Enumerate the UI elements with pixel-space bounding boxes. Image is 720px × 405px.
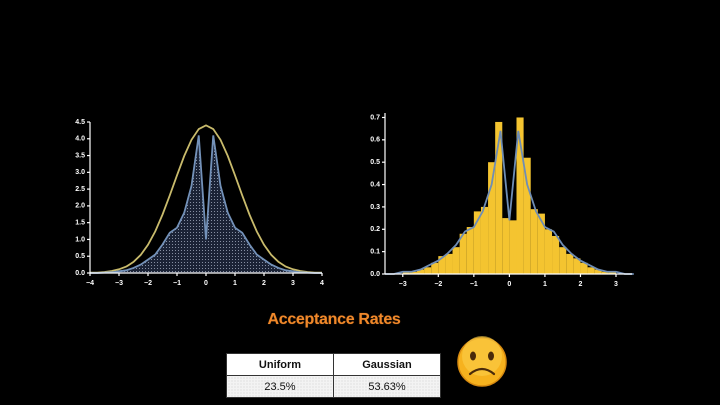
hist-bar [466,227,474,274]
x-tick-label: 0 [204,280,208,287]
hist-bar [544,229,553,274]
hist-bar [438,256,446,274]
y-tick-label: 0.3 [370,204,380,211]
y-tick-label: 2.0 [75,203,85,210]
x-tick-label: 1 [543,281,547,288]
hist-bar [488,162,496,274]
hist-bar [424,267,432,274]
hist-bar [594,269,602,274]
hist-bar [580,262,588,274]
y-tick-label: 3.5 [75,152,85,159]
table-title: Acceptance Rates [267,311,401,328]
y-tick-label: 0.0 [75,270,85,277]
data-row: 23.5% 53.63% [226,375,441,398]
hist-bar [502,218,510,274]
x-tick-label: 2 [262,280,266,287]
cell: 53.63% [333,375,441,398]
hist-bar [523,157,531,274]
density-curve [385,130,634,275]
hist-bar [537,213,545,274]
header-cell: Gaussian [333,353,441,376]
x-tick-label: −1 [470,281,478,288]
x-tick-label: 2 [579,281,583,288]
x-tick-label: 1 [233,280,237,287]
x-tick-label: −2 [144,280,152,287]
x-tick-label: 4 [320,280,324,287]
hist-bar [509,220,517,274]
hist-bar [473,211,481,274]
rates-table: Uniform Gaussian 23.5% 53.63% [226,353,441,398]
x-tick-label: 0 [507,281,511,288]
area [90,135,322,273]
x-tick-label: −2 [434,281,442,288]
hist-bar [573,258,581,274]
hist-bar [431,262,439,274]
y-tick-label: 1.0 [75,236,85,243]
x-tick-label: 3 [614,281,618,288]
y-tick-label: 4.0 [75,136,85,143]
hist-bar [608,271,617,274]
hist-bar [552,235,560,274]
y-tick-label: 0.0 [370,271,380,278]
y-tick-label: 0.5 [370,159,380,166]
x-tick-label: −3 [115,280,123,287]
y-tick-label: 2.5 [75,186,85,193]
y-tick-label: 4.5 [75,119,85,126]
hist-bar [495,121,503,274]
hist-bar [566,253,574,274]
y-tick-label: 0.7 [370,114,380,121]
x-tick-label: −4 [86,280,94,287]
header-row: Uniform Gaussian [226,353,441,376]
x-tick-label: 3 [291,280,295,287]
y-tick-label: 0.1 [370,248,380,255]
y-tick-label: 3.0 [75,169,85,176]
y-tick-label: 0.5 [75,253,85,260]
hist-bar [559,247,567,274]
y-tick-label: 0.6 [370,137,380,144]
hist-bar [480,206,489,274]
hist-bar [445,253,453,274]
hist-bar [530,209,538,274]
sad-emoji [457,336,507,387]
cell: 23.5% [226,375,334,398]
hist-bar [459,233,467,274]
hist-bar [452,247,460,274]
x-tick-label: −3 [399,281,407,288]
hist-bar [516,117,524,274]
hist-bar [587,267,595,274]
y-tick-label: 1.5 [75,220,85,227]
header-cell: Uniform [226,353,334,376]
y-tick-label: 0.4 [370,181,380,188]
hist-bar [402,271,410,274]
line [90,135,322,274]
line [90,124,322,274]
hist-bar [416,269,425,274]
hist-bar [601,271,609,274]
y-tick-label: 0.2 [370,226,380,233]
x-tick-label: −1 [173,280,181,287]
hist-bar [409,271,417,274]
